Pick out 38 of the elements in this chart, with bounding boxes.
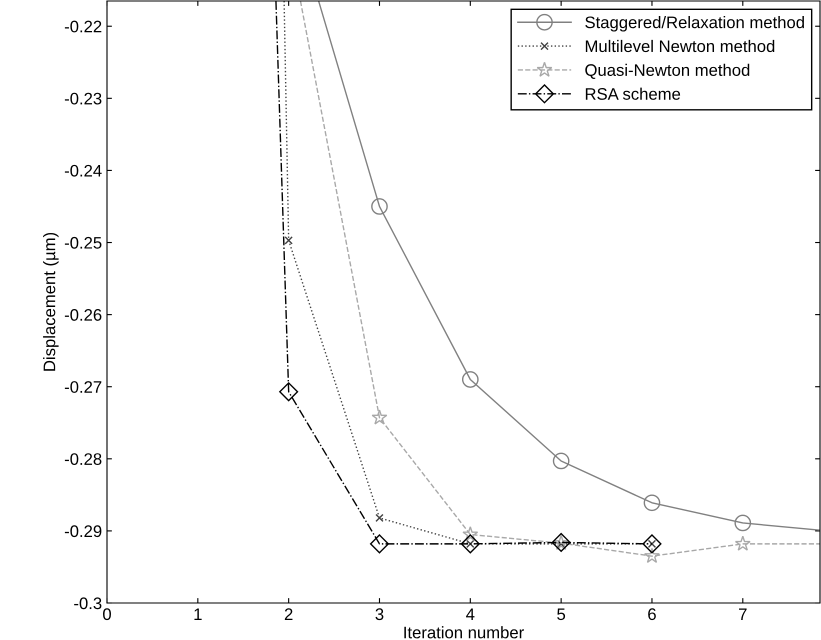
point bbox=[371, 198, 388, 215]
x-tick-label: 7 bbox=[739, 608, 747, 620]
point bbox=[370, 534, 390, 554]
point bbox=[460, 534, 480, 554]
y-tick-label: -0.25 bbox=[64, 236, 102, 249]
point bbox=[462, 371, 479, 388]
y-tick-label: -0.3 bbox=[74, 597, 102, 610]
x-tick-label: 1 bbox=[194, 608, 202, 620]
legend-label: Quasi-Newton method bbox=[585, 64, 750, 79]
y-tick-label: -0.27 bbox=[64, 381, 102, 393]
point bbox=[644, 494, 660, 512]
legend-label: RSA scheme bbox=[586, 88, 680, 100]
legend-label: Multilevel Newton method bbox=[586, 40, 774, 52]
x-tick-label: 0 bbox=[103, 608, 111, 620]
point bbox=[279, 382, 298, 402]
legend-label: Staggered/Relaxation method bbox=[585, 16, 804, 32]
y-tick-label: -0.23 bbox=[64, 92, 102, 105]
x-tick-label: 3 bbox=[375, 608, 384, 620]
y-tick-label: -0.28 bbox=[64, 453, 102, 466]
x-tick-label: 4 bbox=[466, 608, 474, 620]
point bbox=[642, 534, 662, 554]
x-axis-title: Iteration number bbox=[404, 626, 524, 638]
y-tick-label: -0.24 bbox=[64, 164, 102, 177]
y-tick-label: -0.29 bbox=[64, 525, 102, 538]
point bbox=[372, 409, 388, 425]
point bbox=[462, 526, 478, 542]
point bbox=[734, 536, 751, 551]
point bbox=[734, 514, 752, 532]
point bbox=[644, 548, 660, 564]
x-tick-label: 2 bbox=[284, 608, 292, 620]
y-tick-label: -0.26 bbox=[64, 309, 102, 321]
y-tick-label: -0.22 bbox=[64, 20, 102, 32]
point bbox=[375, 514, 384, 522]
x-tick-label: 5 bbox=[557, 608, 566, 620]
y-axis-title: Displacement (µm) bbox=[43, 232, 59, 371]
point bbox=[284, 236, 293, 245]
x-tick-label: 6 bbox=[648, 608, 656, 620]
point bbox=[552, 452, 570, 470]
